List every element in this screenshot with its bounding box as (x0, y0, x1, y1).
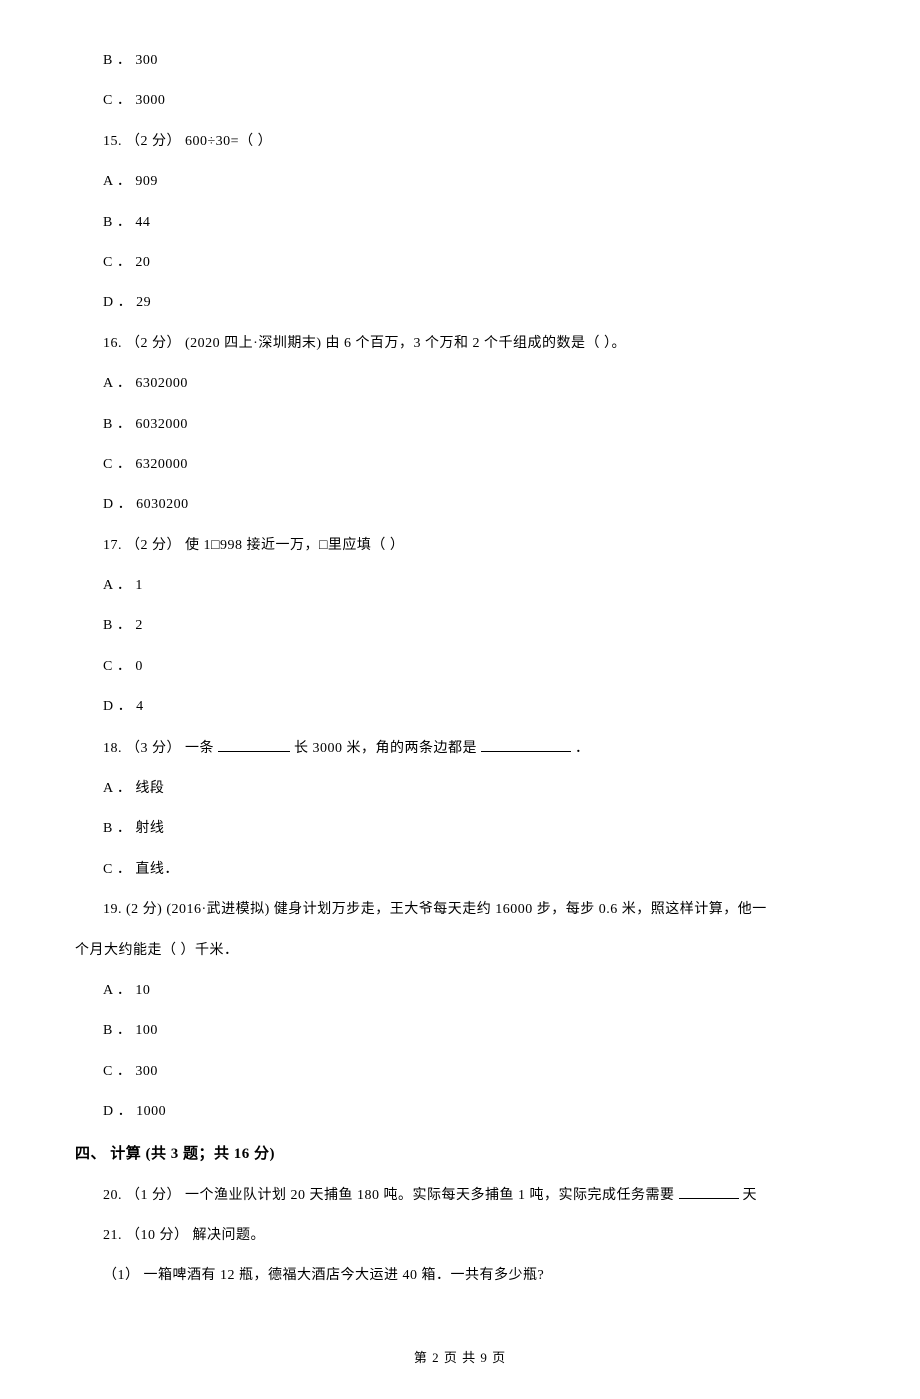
q18-blank-1 (218, 737, 290, 752)
q15-option-a: A ． 909 (103, 171, 845, 193)
q15-option-d: D ． 29 (103, 292, 845, 314)
q18-option-c: C ． 直线． (103, 859, 845, 881)
q14-option-b: B ． 300 (103, 50, 845, 72)
q17-option-d: D ． 4 (103, 696, 845, 718)
footer-text-a: 第 (414, 1350, 432, 1365)
footer-text-c: 页 (488, 1350, 506, 1365)
footer-page-current: 2 (432, 1350, 440, 1365)
q18-stem-part-b: 长 3000 米，角的两条边都是 (294, 741, 477, 756)
q21-stem: 21. （10 分） 解决问题。 (103, 1225, 845, 1247)
q17-option-c: C ． 0 (103, 656, 845, 678)
q20-stem-part-b: 天 (743, 1188, 758, 1203)
section-4-heading: 四、 计算 (共 3 题；共 16 分) (75, 1142, 845, 1166)
q15-option-b: B ． 44 (103, 212, 845, 234)
q18-option-b: B ． 射线 (103, 818, 845, 840)
q16-stem: 16. （2 分） (2020 四上·深圳期末) 由 6 个百万，3 个万和 2… (103, 333, 845, 355)
q17-option-b: B ． 2 (103, 615, 845, 637)
q20-stem-part-a: 20. （1 分） 一个渔业队计划 20 天捕鱼 180 吨。实际每天多捕鱼 1… (103, 1188, 675, 1203)
q21-sub1: （1） 一箱啤酒有 12 瓶，德福大酒店今大运进 40 箱．一共有多少瓶? (103, 1265, 845, 1287)
q16-option-b: B ． 6032000 (103, 414, 845, 436)
q17-stem: 17. （2 分） 使 1□998 接近一万，□里应填（ ） (103, 535, 845, 557)
q19-option-c: C ． 300 (103, 1061, 845, 1083)
q18-blank-2 (481, 737, 571, 752)
q20-stem: 20. （1 分） 一个渔业队计划 20 天捕鱼 180 吨。实际每天多捕鱼 1… (103, 1184, 845, 1207)
q19-stem-line1: 19. (2 分) (2016·武进模拟) 健身计划万步走，王大爷每天走约 16… (75, 899, 845, 921)
q17-option-a: A ． 1 (103, 575, 845, 597)
footer-page-total: 9 (480, 1350, 488, 1365)
q16-option-a: A ． 6302000 (103, 373, 845, 395)
q18-option-a: A ． 线段 (103, 778, 845, 800)
q16-option-c: C ． 6320000 (103, 454, 845, 476)
q18-stem-part-a: 18. （3 分） 一条 (103, 741, 214, 756)
q19-option-d: D ． 1000 (103, 1101, 845, 1123)
page-footer: 第 2 页 共 9 页 (75, 1348, 845, 1369)
q16-option-d: D ． 6030200 (103, 494, 845, 516)
q15-stem: 15. （2 分） 600÷30=（ ） (103, 131, 845, 153)
q20-blank (679, 1184, 739, 1199)
footer-text-b: 页 共 (440, 1350, 481, 1365)
q19-option-b: B ． 100 (103, 1020, 845, 1042)
q14-option-c: C ． 3000 (103, 90, 845, 112)
q18-stem: 18. （3 分） 一条 长 3000 米，角的两条边都是 ． (103, 737, 845, 760)
q19-option-a: A ． 10 (103, 980, 845, 1002)
q15-option-c: C ． 20 (103, 252, 845, 274)
q18-stem-part-c: ． (575, 741, 590, 756)
q19-stem-line2: 个月大约能走（ ）千米． (75, 940, 845, 962)
